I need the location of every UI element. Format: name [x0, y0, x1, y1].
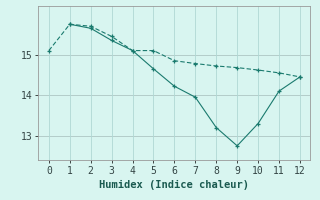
X-axis label: Humidex (Indice chaleur): Humidex (Indice chaleur) [100, 180, 249, 190]
